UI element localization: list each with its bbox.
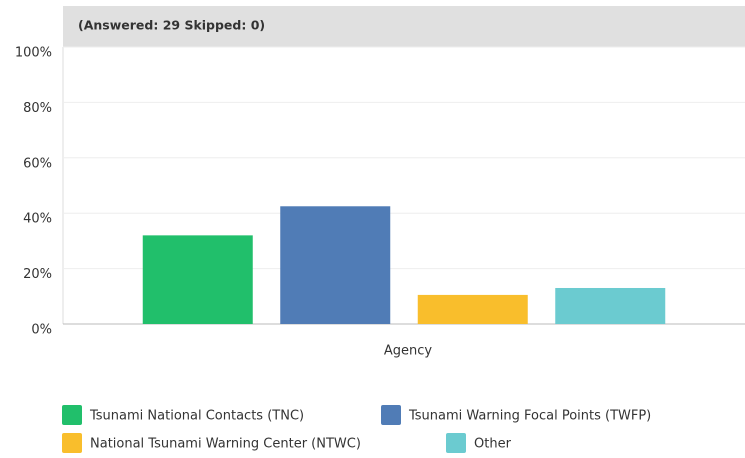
bar [555, 287, 666, 324]
y-tick-label: 80% [23, 101, 52, 116]
legend-swatch [446, 433, 466, 453]
legend-swatch [62, 433, 82, 453]
y-tick-label: 100% [15, 46, 52, 61]
y-tick-label: 60% [23, 156, 52, 171]
x-axis-label: Agency [384, 344, 433, 359]
legend-label: Tsunami National Contacts (TNC) [89, 409, 304, 424]
y-tick-label: 0% [31, 323, 52, 338]
y-tick-label: 20% [23, 267, 52, 282]
y-tick-label: 40% [23, 212, 52, 227]
legend-label: Tsunami Warning Focal Points (TWFP) [408, 409, 651, 424]
legend-label: National Tsunami Warning Center (NTWC) [90, 437, 361, 452]
bar [417, 294, 528, 324]
legend-label: Other [474, 437, 512, 452]
header-band [63, 6, 745, 47]
bar [280, 206, 391, 324]
legend-swatch [381, 405, 401, 425]
legend-swatch [62, 405, 82, 425]
chart-subtitle: (Answered: 29 Skipped: 0) [78, 18, 265, 33]
bar [142, 235, 253, 324]
